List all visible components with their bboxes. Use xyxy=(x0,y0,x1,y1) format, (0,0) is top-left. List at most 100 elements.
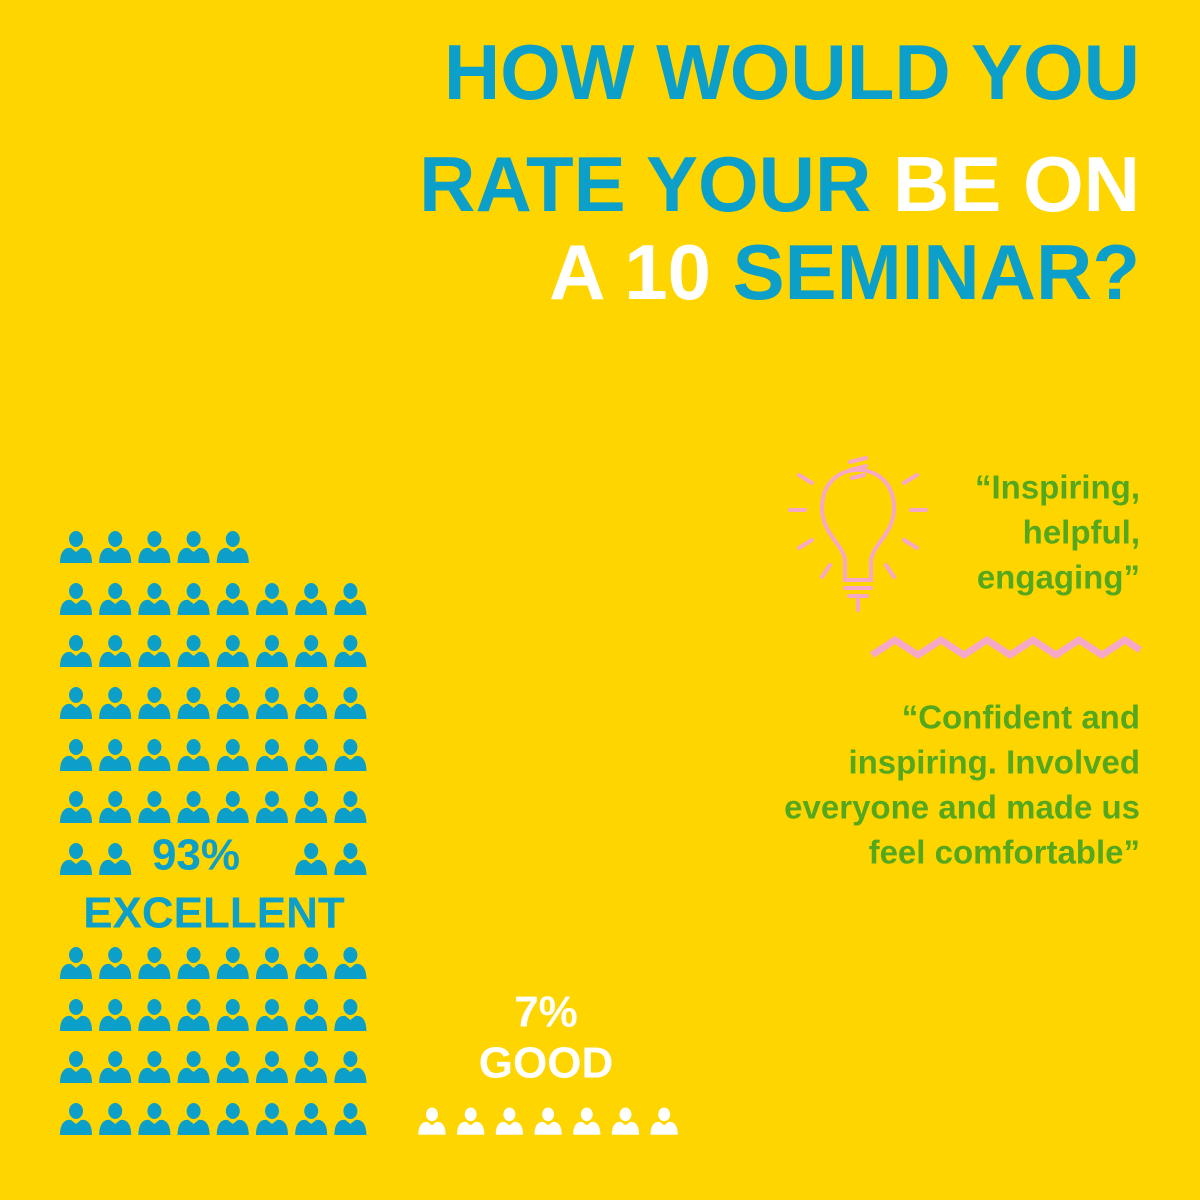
person-icon xyxy=(573,1107,601,1135)
person-icon xyxy=(99,1051,132,1083)
quote-line: engaging” xyxy=(977,559,1140,596)
person-icon xyxy=(256,947,288,979)
person-icon xyxy=(177,739,210,771)
person-icon xyxy=(99,999,132,1031)
person-icon xyxy=(216,1051,249,1083)
title: HOW WOULD YOU RATE YOUR BE ON A 10 SEMIN… xyxy=(419,28,1140,316)
person-icon xyxy=(138,947,171,979)
person-icon xyxy=(99,635,132,667)
person-icon xyxy=(334,635,367,667)
person-icon xyxy=(256,1103,288,1135)
person-icon xyxy=(60,947,92,979)
person-icon xyxy=(534,1107,562,1135)
person-icon xyxy=(60,1051,92,1083)
person-icon xyxy=(334,1103,367,1135)
person-icon xyxy=(216,999,249,1031)
svg-text:HOW WOULD YOU: HOW WOULD YOU xyxy=(444,28,1140,116)
person-icon xyxy=(138,739,171,771)
quote-line: helpful, xyxy=(1023,514,1140,551)
person-icon xyxy=(99,531,132,563)
person-icon xyxy=(216,583,249,615)
person-icon xyxy=(334,791,367,823)
quote-line: “Inspiring, xyxy=(975,469,1140,506)
person-icon xyxy=(138,791,171,823)
person-icon xyxy=(650,1107,678,1135)
title-part: HOW WOULD YOU xyxy=(444,28,1140,116)
title-part: RATE YOUR xyxy=(419,140,871,228)
person-icon xyxy=(216,1103,249,1135)
person-icon xyxy=(177,999,210,1031)
person-icon xyxy=(99,583,132,615)
person-icon xyxy=(256,583,288,615)
person-icon xyxy=(216,947,249,979)
person-icon xyxy=(256,999,288,1031)
person-icon xyxy=(295,583,328,615)
title-part: A 10 xyxy=(549,228,711,316)
person-icon xyxy=(295,791,328,823)
category-label: GOOD xyxy=(479,1039,613,1088)
title-part: SEMINAR? xyxy=(733,228,1140,316)
person-icon xyxy=(256,635,288,667)
person-icon xyxy=(334,687,367,719)
value-label: 7% xyxy=(514,988,578,1037)
person-icon xyxy=(295,687,328,719)
person-icon xyxy=(99,1103,132,1135)
svg-text:A 10 SEMINAR?: A 10 SEMINAR? xyxy=(549,228,1140,316)
person-icon xyxy=(295,1051,328,1083)
person-icon xyxy=(177,583,210,615)
person-icon xyxy=(611,1107,640,1135)
person-icon xyxy=(99,791,132,823)
person-icon xyxy=(295,739,328,771)
zigzag xyxy=(870,635,1142,660)
person-icon xyxy=(295,843,328,875)
person-icon xyxy=(334,1051,367,1083)
pictogram: 93% EXCELLENT 7%GOOD xyxy=(60,531,678,1135)
person-icon xyxy=(216,739,249,771)
person-icon xyxy=(216,687,249,719)
person-icon xyxy=(295,635,328,667)
title-part: BE ON xyxy=(893,140,1140,228)
person-icon xyxy=(99,739,132,771)
person-icon xyxy=(334,999,367,1031)
person-icon xyxy=(177,635,210,667)
person-icon xyxy=(177,531,210,563)
person-icon xyxy=(60,843,92,875)
person-icon xyxy=(334,583,367,615)
person-icon xyxy=(295,999,328,1031)
person-icon xyxy=(177,791,210,823)
person-icon xyxy=(256,739,288,771)
person-icon xyxy=(60,1103,92,1135)
value-label: 93% xyxy=(152,831,240,880)
person-icon xyxy=(256,791,288,823)
person-icon xyxy=(177,1103,210,1135)
person-icon xyxy=(138,635,171,667)
person-icon xyxy=(138,1103,171,1135)
person-icon xyxy=(99,947,132,979)
person-icon xyxy=(418,1107,446,1135)
person-icon xyxy=(177,1051,210,1083)
person-icon xyxy=(60,531,92,563)
person-icon xyxy=(60,739,92,771)
person-icon xyxy=(295,1103,328,1135)
person-icon xyxy=(216,791,249,823)
person-icon xyxy=(99,843,132,875)
person-icon xyxy=(334,739,367,771)
svg-text:RATE YOUR BE ON: RATE YOUR BE ON xyxy=(419,140,1140,228)
person-icon xyxy=(99,687,132,719)
person-icon xyxy=(256,1051,288,1083)
quote-line: “Confident and xyxy=(902,699,1140,736)
person-icon xyxy=(334,947,367,979)
quote-line: inspiring. Involved xyxy=(848,744,1140,781)
quote-line: everyone and made us xyxy=(784,789,1140,826)
person-icon xyxy=(334,843,367,875)
person-icon xyxy=(216,531,249,563)
person-icon xyxy=(60,583,92,615)
person-icon xyxy=(60,687,92,719)
quotes: “Inspiring, helpful, engaging” “Confident a… xyxy=(784,469,1140,871)
person-icon xyxy=(138,687,171,719)
category-label: EXCELLENT xyxy=(83,889,345,938)
person-icon xyxy=(216,635,249,667)
person-icon xyxy=(138,583,171,615)
person-icon xyxy=(60,635,92,667)
